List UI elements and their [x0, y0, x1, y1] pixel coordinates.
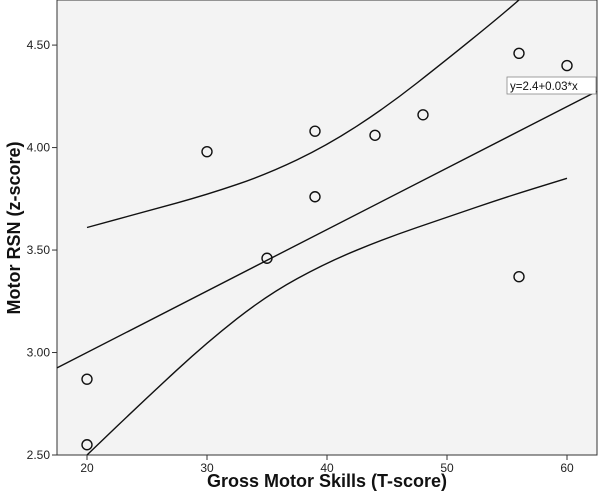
regression-line: [56, 90, 598, 369]
data-points: [81, 47, 573, 451]
data-point: [513, 47, 525, 59]
confidence-band-upper: [86, 0, 520, 229]
fit-equation-box: [506, 76, 597, 95]
y-axis-label: Motor RSN (z-score): [4, 141, 24, 314]
confidence-band-lower: [86, 177, 568, 456]
y-axis-ticks: 2.50 3.00 3.50 4.00 4.50: [27, 38, 57, 462]
plot-area: [56, 0, 598, 456]
x-tick-label: 50: [440, 461, 454, 475]
y-tick-label: 4.00: [27, 141, 51, 155]
data-point: [201, 145, 213, 158]
y-tick-label: 3.50: [27, 243, 51, 257]
fit-equation-annotation: y=2.4+0.03*x: [506, 76, 597, 95]
y-tick-label: 4.50: [27, 38, 51, 52]
x-tick-label: 40: [320, 461, 334, 475]
fit-lines: [56, 0, 598, 456]
data-point: [309, 125, 321, 137]
x-axis-label: Gross Motor Skills (T-score): [207, 471, 447, 491]
data-point: [561, 59, 573, 72]
x-tick-label: 20: [80, 461, 94, 475]
data-point: [81, 439, 93, 451]
data-point: [309, 191, 321, 203]
data-point: [369, 129, 381, 141]
x-tick-label: 30: [200, 461, 214, 475]
y-tick-label: 2.50: [27, 448, 51, 462]
data-point: [417, 109, 429, 121]
x-axis-ticks: 20 30 40 50 60: [80, 455, 574, 475]
data-point: [81, 373, 93, 385]
fit-equation-label: y=2.4+0.03*x: [510, 81, 578, 93]
x-tick-label: 60: [560, 461, 574, 475]
data-point: [261, 252, 273, 264]
y-tick-label: 3.00: [27, 346, 51, 360]
data-point: [513, 270, 525, 283]
